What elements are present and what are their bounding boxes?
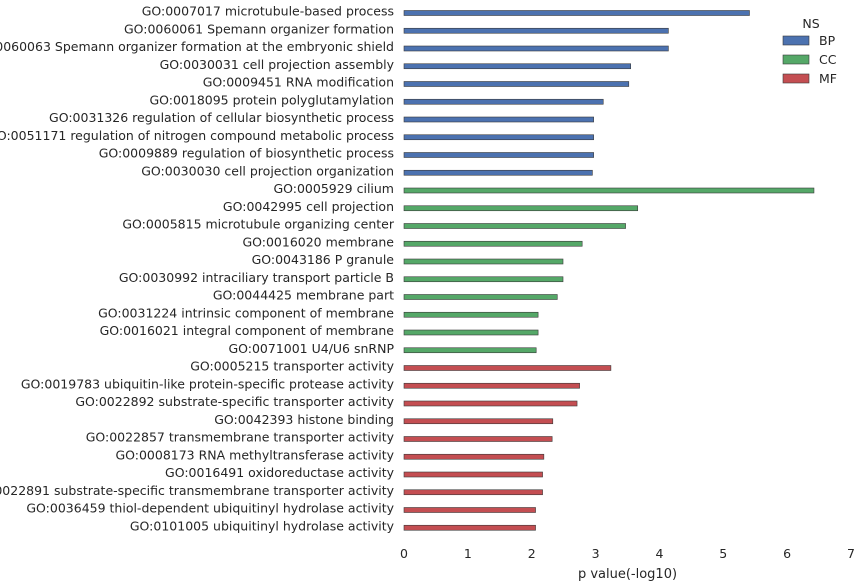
bar-23 bbox=[403, 400, 578, 407]
bar-1 bbox=[403, 10, 750, 16]
x-axis-label: p value(-log10) bbox=[578, 567, 677, 582]
category-label-28: GO:0022891 substrate-specific transmembr… bbox=[0, 483, 395, 498]
bar-27 bbox=[403, 471, 543, 478]
bar-15 bbox=[403, 258, 564, 265]
category-label-17: GO:0044425 membrane part bbox=[213, 288, 394, 303]
category-label-14: GO:0016020 membrane bbox=[242, 234, 394, 249]
legend-label-cc: CC bbox=[819, 52, 837, 67]
bar-18 bbox=[403, 311, 539, 318]
x-tick-label-5: 5 bbox=[719, 546, 727, 561]
bar-25 bbox=[403, 436, 553, 442]
bar-5 bbox=[403, 81, 630, 87]
bar-4 bbox=[403, 63, 631, 70]
legend-swatch-mf bbox=[782, 73, 810, 84]
bar-14 bbox=[403, 240, 583, 247]
x-tick-label-2: 2 bbox=[528, 546, 536, 561]
x-tick-label-0: 0 bbox=[400, 546, 408, 561]
bar-28 bbox=[403, 489, 543, 496]
category-label-20: GO:0071001 U4/U6 snRNP bbox=[228, 341, 394, 356]
bar-29 bbox=[403, 507, 536, 513]
bar-12 bbox=[403, 205, 639, 212]
bar-7 bbox=[403, 116, 594, 123]
category-label-29: GO:0036459 thiol-dependent ubiquitinyl h… bbox=[26, 501, 394, 516]
legend-swatch-bp bbox=[782, 35, 810, 46]
category-label-11: GO:0005929 cilium bbox=[273, 181, 394, 196]
category-label-24: GO:0042393 histone binding bbox=[214, 412, 394, 427]
bar-26 bbox=[403, 453, 545, 460]
bar-22 bbox=[403, 382, 580, 389]
bar-9 bbox=[403, 152, 594, 158]
bar-21 bbox=[403, 365, 612, 371]
category-label-12: GO:0042995 cell projection bbox=[223, 199, 394, 214]
category-label-16: GO:0030992 intraciliary transport partic… bbox=[119, 270, 394, 285]
x-tick-label-6: 6 bbox=[783, 546, 791, 561]
category-label-5: GO:0009451 RNA modification bbox=[203, 75, 394, 90]
bar-6 bbox=[403, 98, 604, 105]
bar-16 bbox=[403, 276, 564, 283]
bar-19 bbox=[403, 329, 539, 336]
bar-11 bbox=[403, 187, 815, 194]
bar-20 bbox=[403, 347, 537, 354]
category-label-10: GO:0030030 cell projection organization bbox=[141, 163, 394, 178]
x-tick-label-4: 4 bbox=[655, 546, 663, 561]
bar-24 bbox=[403, 418, 554, 425]
category-label-27: GO:0016491 oxidoreductase activity bbox=[165, 465, 395, 480]
bars-group bbox=[403, 10, 815, 531]
legend-swatch-cc bbox=[782, 54, 810, 65]
category-label-19: GO:0016021 integral component of membran… bbox=[100, 323, 395, 338]
category-labels-group: GO:0007017 microtubule-based process GO:0… bbox=[0, 4, 395, 534]
category-label-2: GO:0060061 Spemann organizer formation bbox=[124, 21, 394, 36]
legend-label-mf: MF bbox=[819, 71, 837, 86]
category-label-30: GO:0101005 ubiquitinyl hydrolase activit… bbox=[130, 518, 395, 533]
bar-3 bbox=[403, 45, 669, 52]
category-label-25: GO:0022857 transmembrane transporter act… bbox=[86, 430, 395, 445]
category-label-15: GO:0043186 P granule bbox=[252, 252, 395, 267]
bar-13 bbox=[403, 223, 626, 229]
category-label-9: GO:0009889 regulation of biosynthetic pr… bbox=[99, 146, 394, 161]
bar-10 bbox=[403, 169, 593, 176]
legend-title: NS bbox=[802, 16, 819, 31]
x-tick-label-3: 3 bbox=[592, 546, 600, 561]
category-label-23: GO:0022892 substrate-specific transporte… bbox=[75, 394, 394, 409]
legend-label-bp: BP bbox=[819, 33, 836, 48]
bar-2 bbox=[403, 27, 669, 34]
x-tick-labels-group: 0 1 2 3 4 5 6 7 bbox=[400, 546, 855, 561]
bar-17 bbox=[403, 294, 558, 300]
category-label-7: GO:0031326 regulation of cellular biosyn… bbox=[49, 110, 394, 125]
category-label-18: GO:0031224 intrinsic component of membra… bbox=[98, 305, 394, 320]
category-label-1: GO:0007017 microtubule-based process bbox=[142, 4, 394, 19]
legend: NS BP CC MF bbox=[782, 16, 837, 86]
x-tick-label-7: 7 bbox=[847, 546, 855, 561]
category-label-26: GO:0008173 RNA methyltransferase activit… bbox=[115, 447, 394, 462]
category-label-3: GO:0060063 Spemann organizer formation a… bbox=[0, 39, 394, 54]
category-label-8: GO:0051171 regulation of nitrogen compou… bbox=[0, 128, 394, 143]
category-label-22: GO:0019783 ubiquitin-like protein-specif… bbox=[21, 376, 395, 391]
bar-30 bbox=[403, 524, 536, 531]
category-label-4: GO:0030031 cell projection assembly bbox=[160, 57, 395, 72]
category-label-6: GO:0018095 protein polyglutamylation bbox=[149, 92, 394, 107]
category-label-13: GO:0005815 microtubule organizing center bbox=[122, 217, 395, 232]
bar-8 bbox=[403, 134, 594, 141]
x-tick-label-1: 1 bbox=[464, 546, 472, 561]
category-label-21: GO:0005215 transporter activity bbox=[190, 359, 394, 374]
